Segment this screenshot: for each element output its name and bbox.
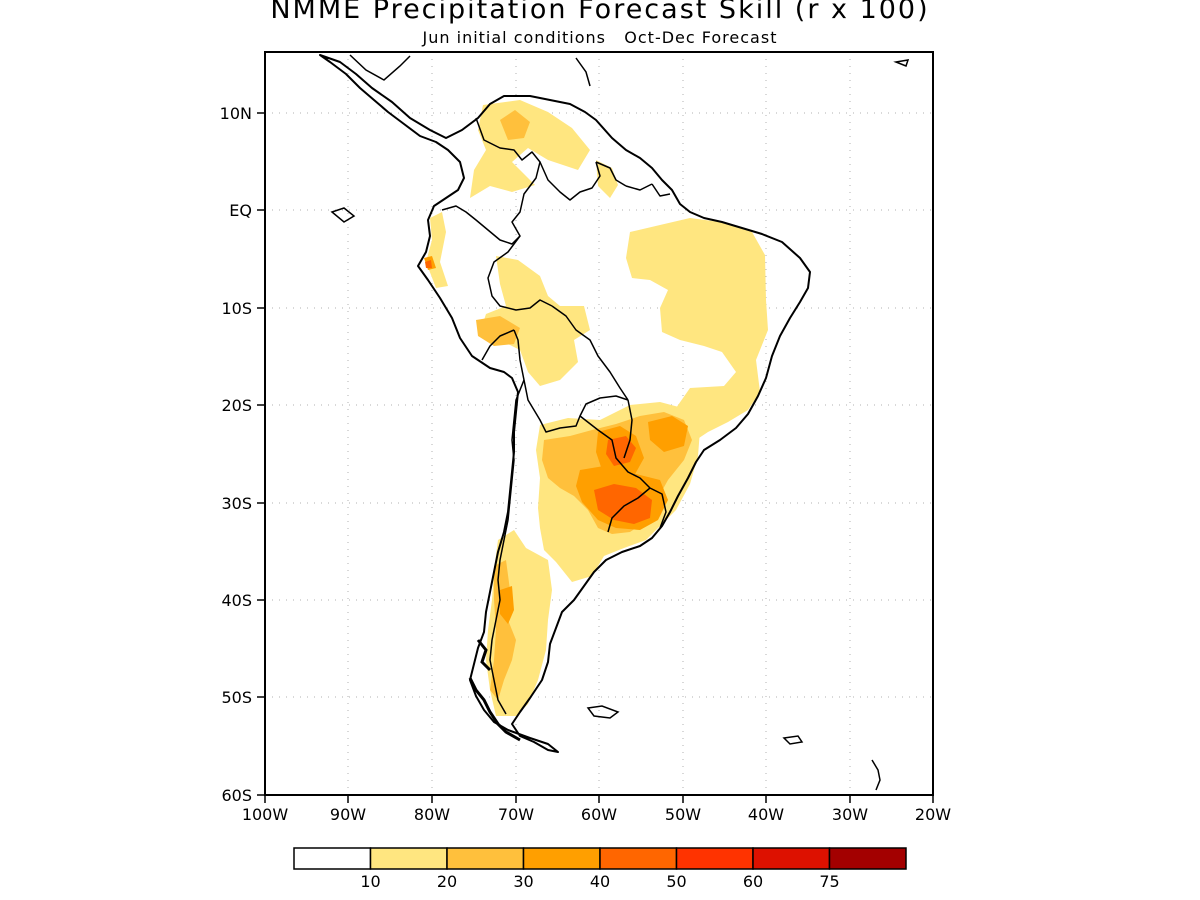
map-title: NMME Precipitation Forecast Skill (r x 1… bbox=[270, 0, 930, 25]
lat-ticks bbox=[257, 112, 265, 796]
lon-label: 70W bbox=[498, 805, 534, 824]
country-borders bbox=[441, 117, 671, 715]
south-america-coastline bbox=[319, 54, 811, 753]
colorbar-label: 20 bbox=[437, 872, 457, 891]
colorbar-label: 60 bbox=[743, 872, 763, 891]
colorbar-box bbox=[675, 847, 754, 870]
colorbar-label: 40 bbox=[590, 872, 610, 891]
lat-label: 10N bbox=[220, 104, 252, 123]
lon-label: 20W bbox=[915, 805, 951, 824]
colorbar-box bbox=[752, 847, 831, 870]
lat-label: 60S bbox=[221, 786, 252, 805]
colorbar-box bbox=[828, 847, 907, 870]
colorbar-label: 10 bbox=[360, 872, 380, 891]
lon-labels: 100W 90W 80W 70W 60W 50W 40W 30W 20W bbox=[242, 805, 951, 824]
lat-label: 10S bbox=[221, 299, 252, 318]
colorbar-box bbox=[369, 847, 448, 870]
lat-label: 30S bbox=[221, 494, 252, 513]
colorbar-box bbox=[599, 847, 678, 870]
lat-labels: 10N EQ 10S 20S 30S 40S 50S 60S bbox=[220, 104, 252, 805]
lat-label: 20S bbox=[221, 396, 252, 415]
colorbar-box bbox=[522, 847, 601, 870]
lat-label: 50S bbox=[221, 688, 252, 707]
islands bbox=[330, 54, 910, 791]
lon-label: 60W bbox=[581, 805, 617, 824]
colorbar-label: 30 bbox=[513, 872, 533, 891]
colorbar-box bbox=[446, 847, 525, 870]
colorbar-box bbox=[293, 847, 372, 870]
colorbar-labels: 10 20 30 40 50 60 75 bbox=[360, 872, 839, 891]
lon-label: 100W bbox=[242, 805, 289, 824]
colorbar-label: 75 bbox=[819, 872, 839, 891]
lon-label: 30W bbox=[832, 805, 868, 824]
skill-shading-10-20 bbox=[426, 100, 768, 716]
lat-label: 40S bbox=[221, 591, 252, 610]
lon-label: 90W bbox=[330, 805, 366, 824]
lon-label: 50W bbox=[665, 805, 701, 824]
colorbar: 10 20 30 40 50 60 75 bbox=[293, 847, 907, 891]
lon-ticks bbox=[264, 795, 934, 803]
colorbar-boxes bbox=[293, 847, 907, 870]
map-subtitle: Jun initial conditions Oct-Dec Forecast bbox=[422, 28, 778, 47]
lon-label: 40W bbox=[748, 805, 784, 824]
patagonia-fjords bbox=[468, 639, 521, 742]
colorbar-label: 50 bbox=[666, 872, 686, 891]
lon-label: 80W bbox=[414, 805, 450, 824]
lat-label: EQ bbox=[229, 201, 252, 220]
